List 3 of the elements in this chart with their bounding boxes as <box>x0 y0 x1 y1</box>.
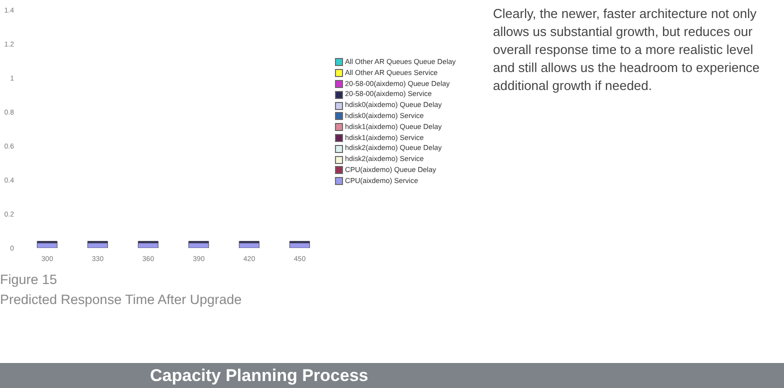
text: Figure 15 Predicted Response Time After Upgrade <box>0 271 242 309</box>
text: Capacity Planning Process <box>150 366 368 386</box>
text: Clearly, the newer, faster architecture not only allows us substantial growth, but reduces our overall response time to a more realistic level and still allows us the headroom to experience additional growth if needed. <box>493 5 761 95</box>
